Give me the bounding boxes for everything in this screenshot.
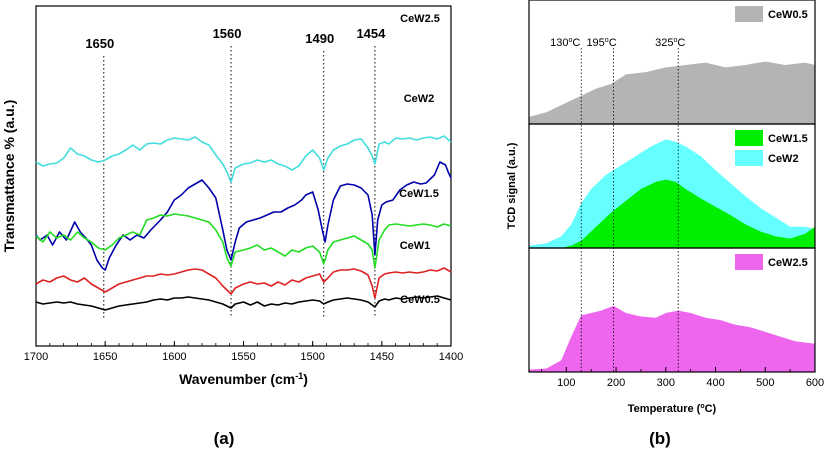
temperature-labels: 130oC 195oC 325oC xyxy=(550,37,685,49)
series-label-cew2-5: CeW2.5 xyxy=(400,13,440,25)
legend-swatch-cew0-5 xyxy=(735,6,763,22)
peak-label-1650: 1650 xyxy=(85,36,114,51)
tcd-subplot-1: CeW0.5 xyxy=(528,0,816,125)
tcd-x-axis-label-text: Temperature ( xyxy=(628,403,701,415)
peak-labels: 1650 1560 1490 1454 xyxy=(85,26,386,51)
y-axis-label: Transmattance % (a.u.) xyxy=(1,100,17,253)
degree-unit: C xyxy=(609,37,617,49)
temp-label-325: 325oC xyxy=(655,37,685,49)
legend-label-cew2-5: CeW2.5 xyxy=(768,257,808,269)
x-axis-label: Wavenumber (cm-1) xyxy=(179,371,308,387)
x-tick-label: 1400 xyxy=(439,351,463,363)
ftir-series xyxy=(35,135,452,311)
x-tick-label: 1700 xyxy=(24,351,48,363)
x-tick-label: 1550 xyxy=(231,351,255,363)
tcd-subplot-3: CeW2.5 xyxy=(528,247,816,373)
temperature-markers xyxy=(580,48,679,372)
x-tick-label: 1500 xyxy=(300,351,324,363)
x-axis-ticks: 1700 1650 1600 1550 1500 1450 1400 xyxy=(24,341,463,363)
tcd-x-axis-label-sup: o xyxy=(700,403,704,410)
tcd-area-cew2-5 xyxy=(529,305,815,372)
tcd-tick-label: 400 xyxy=(706,377,724,389)
x-axis-label-sup: -1 xyxy=(295,371,303,381)
peak-label-1454: 1454 xyxy=(356,26,386,41)
tcd-tick-label: 600 xyxy=(806,377,824,389)
panel-label-a: (a) xyxy=(214,429,235,448)
degree-sup: o xyxy=(605,37,609,44)
temp-value: 130 xyxy=(550,37,568,49)
panel-label-b: (b) xyxy=(649,429,671,448)
x-tick-label: 1450 xyxy=(370,351,394,363)
temp-label-195: 195oC xyxy=(586,37,616,49)
tcd-subplots: CeW0.5 CeW1.5 CeW2 CeW2.5 xyxy=(528,0,816,373)
tcd-x-axis-label: Temperature (oC) xyxy=(628,403,717,415)
tcd-tick-label: 200 xyxy=(607,377,625,389)
degree-unit: C xyxy=(572,37,580,49)
degree-sup: o xyxy=(673,37,677,44)
tcd-tick-label: 500 xyxy=(756,377,774,389)
temp-label-130: 130oC xyxy=(550,37,580,49)
series-line-cew1-5 xyxy=(35,213,452,269)
temperature-axis-ticks: 100 200 300 400 500 600 xyxy=(541,367,824,389)
degree-sup: o xyxy=(568,37,572,44)
series-labels: CeW2.5 CeW2 CeW1.5 CeW1 CeW0.5 xyxy=(399,13,440,306)
series-label-cew2: CeW2 xyxy=(404,93,435,105)
peak-label-1490: 1490 xyxy=(305,31,334,46)
tcd-x-axis-label-end: C) xyxy=(705,403,717,415)
series-line-cew2 xyxy=(35,161,452,271)
temp-value: 325 xyxy=(655,37,673,49)
tcd-tick-label: 300 xyxy=(657,377,675,389)
tcd-tick-label: 100 xyxy=(557,377,575,389)
series-label-cew0-5: CeW0.5 xyxy=(400,294,440,306)
legend-label-cew1-5: CeW1.5 xyxy=(768,133,808,145)
legend-swatch-cew2-5 xyxy=(735,254,763,270)
series-label-cew1: CeW1 xyxy=(400,240,431,252)
legend-label-cew2: CeW2 xyxy=(768,153,799,165)
tcd-area-cew1-5 xyxy=(529,179,815,248)
x-axis-label-text: Wavenumber (cm xyxy=(179,371,295,387)
legend-label-cew0-5: CeW0.5 xyxy=(768,9,808,21)
series-line-cew1 xyxy=(35,267,452,299)
legend-swatch-cew2 xyxy=(735,150,763,166)
peak-label-1560: 1560 xyxy=(213,26,242,41)
degree-unit: C xyxy=(677,37,685,49)
tcd-y-axis-label: TCD signal (a.u.) xyxy=(506,142,518,229)
ftir-plot-frame xyxy=(35,5,452,347)
x-tick-label: 1650 xyxy=(93,351,117,363)
series-line-cew0-5 xyxy=(35,295,452,311)
tcd-subplot-2: CeW1.5 CeW2 xyxy=(528,123,816,249)
series-line-cew2-5 xyxy=(35,135,452,183)
x-tick-label: 1600 xyxy=(162,351,186,363)
tcd-subplot-frame xyxy=(528,247,816,373)
temp-value: 195 xyxy=(586,37,604,49)
legend-swatch-cew1-5 xyxy=(735,130,763,146)
x-axis-label-end: ) xyxy=(303,371,308,387)
tcd-area-cew0-5 xyxy=(529,61,815,124)
series-label-cew1-5: CeW1.5 xyxy=(399,188,439,200)
